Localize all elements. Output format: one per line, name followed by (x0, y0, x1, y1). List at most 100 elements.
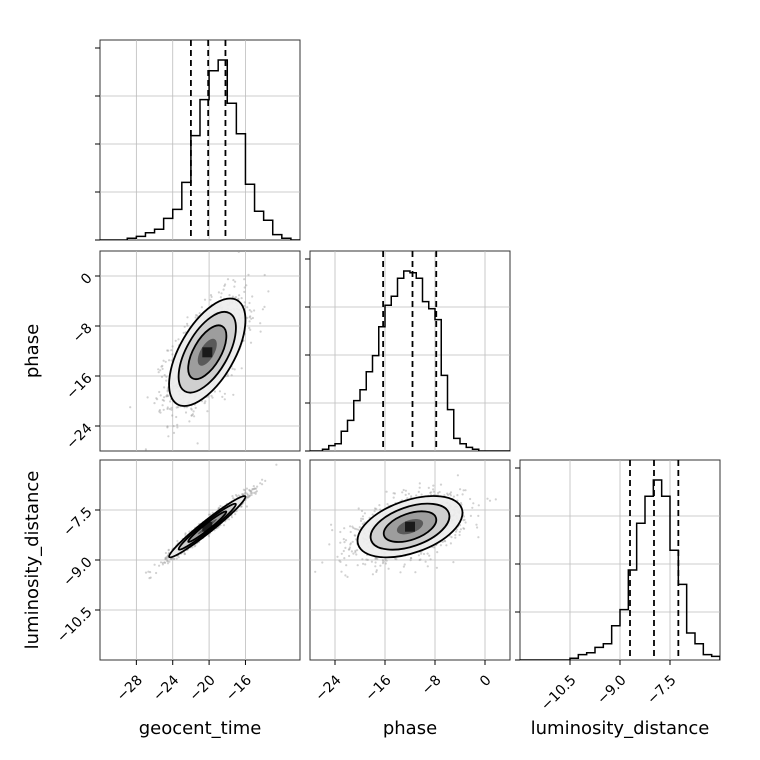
x-tick-label-luminosity_distance: −10.5 (538, 672, 580, 714)
sample-point (339, 560, 342, 564)
density-geocent_time-luminosity_distance (169, 496, 246, 558)
sample-point (471, 506, 474, 509)
sample-point (259, 322, 262, 325)
sample-point (409, 559, 412, 562)
sample-point (162, 399, 166, 402)
sample-point (354, 549, 357, 553)
sample-point (188, 530, 191, 533)
sample-point (256, 485, 259, 488)
sample-point (420, 552, 423, 555)
sample-point (191, 413, 194, 416)
sample-point (394, 557, 397, 560)
sample-point (210, 295, 213, 298)
sample-point (155, 571, 158, 575)
sample-point (174, 339, 177, 342)
sample-point (477, 514, 480, 518)
sample-point (452, 495, 455, 498)
sample-point (248, 488, 251, 492)
sample-point (344, 574, 347, 577)
sample-point (161, 398, 164, 402)
sample-point (446, 492, 449, 495)
sample-point (160, 365, 163, 368)
sample-point (378, 504, 381, 507)
sample-point (443, 494, 446, 497)
sample-point (219, 296, 222, 299)
sample-point (161, 364, 164, 367)
sample-point (364, 563, 367, 566)
sample-point (165, 375, 168, 378)
sample-point (165, 395, 168, 398)
sample-point (245, 284, 248, 287)
sample-point (350, 550, 353, 553)
sample-point (222, 524, 226, 527)
contour-line (187, 324, 228, 381)
sample-point (167, 548, 170, 551)
panel-hist-phase (309, 250, 511, 452)
sample-point (193, 415, 196, 418)
contour-lines (168, 297, 464, 559)
sample-point (194, 544, 197, 547)
sample-point (232, 393, 235, 396)
sample-point (340, 552, 343, 555)
sample-point (230, 516, 234, 519)
sample-point (452, 561, 455, 564)
sample-point (469, 497, 472, 501)
sample-point (436, 551, 439, 554)
sample-point (171, 353, 174, 356)
sample-point (349, 525, 352, 528)
x-tick-label-luminosity_distance: −9.0 (594, 672, 629, 707)
sample-point (175, 406, 178, 409)
sample-point (157, 368, 160, 371)
panel-joint-geocent-phase (99, 250, 301, 452)
density-peak-cell (405, 521, 415, 532)
sample-point (207, 513, 211, 516)
sample-point (386, 503, 389, 506)
y-tick-label-phase: −24 (63, 420, 95, 452)
sample-point (314, 570, 317, 573)
sample-point (217, 291, 220, 294)
sample-point (164, 551, 167, 555)
sample-point (375, 507, 378, 510)
sample-point (462, 489, 465, 492)
sample-point (461, 493, 464, 496)
sample-point (186, 324, 189, 327)
sample-point (175, 415, 178, 419)
sample-point (231, 295, 234, 298)
sample-point (444, 540, 447, 543)
sample-point (168, 407, 171, 411)
tick-labels: −28 −24 −20 −16 −24 −16 −8 0 −10.5 −9.0 −7.5−24−16… (54, 270, 680, 714)
sample-point (238, 294, 241, 297)
sample-point (347, 548, 350, 551)
sample-point (379, 508, 382, 511)
y-tick-label-luminosity_distance: −10.5 (54, 604, 96, 646)
sample-point (243, 278, 246, 281)
y-tick-label-phase: 0 (78, 270, 96, 288)
sample-point (354, 534, 357, 537)
sample-point (494, 498, 497, 501)
sample-point (261, 308, 264, 311)
sample-point (263, 305, 266, 308)
sample-point (435, 566, 438, 569)
sample-point (234, 296, 238, 299)
sample-point (129, 406, 132, 409)
sample-point (379, 564, 382, 567)
grid-lines (100, 40, 720, 660)
sample-point (264, 479, 267, 482)
sample-point (230, 374, 233, 377)
sample-point (375, 570, 378, 574)
sample-point (235, 495, 238, 498)
sample-point (261, 478, 264, 481)
sample-point (167, 435, 170, 438)
sample-point (237, 251, 240, 253)
density-peak-cell (202, 347, 213, 358)
sample-point (376, 557, 379, 561)
x-tick-label-phase: −16 (362, 672, 394, 704)
sample-point (166, 407, 169, 410)
sample-point (246, 306, 249, 309)
sample-point (172, 431, 176, 434)
sample-point (244, 491, 247, 494)
sample-point (404, 489, 407, 492)
sample-point (462, 519, 465, 522)
sample-point (176, 426, 179, 429)
sample-point (149, 571, 152, 574)
